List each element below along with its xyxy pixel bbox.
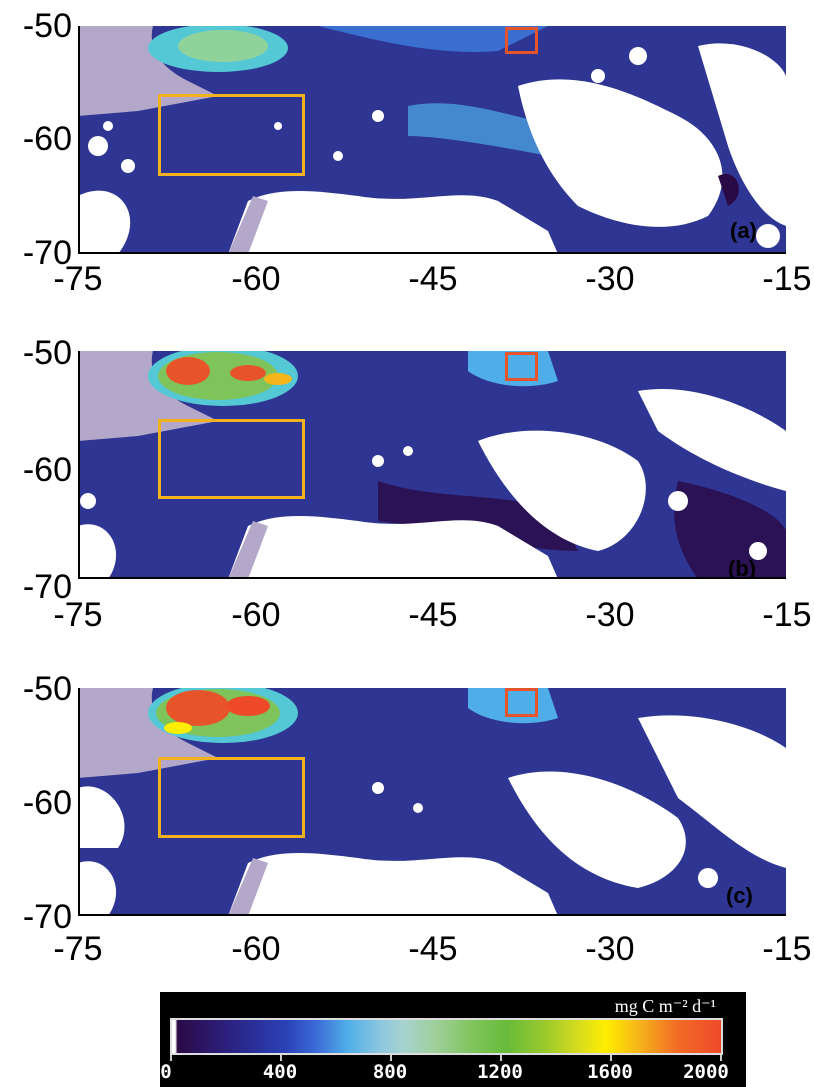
y-tick-label: -60 xyxy=(22,451,72,489)
axis-frame xyxy=(78,688,786,916)
map-panel-c: (c) xyxy=(78,688,786,916)
y-tick-label: -50 xyxy=(22,7,72,45)
colorbar-gradient xyxy=(170,1018,723,1055)
study-region-box-red xyxy=(505,352,538,381)
y-tick-label: -60 xyxy=(22,120,72,158)
x-tick-label: -60 xyxy=(231,260,281,298)
colorbar: mg C m⁻² d⁻¹ 0 400 800 1200 1600 2000 xyxy=(160,992,746,1087)
panel-label: (a) xyxy=(730,218,757,243)
panel-label: (b) xyxy=(728,556,757,579)
y-tick-label: -70 xyxy=(22,568,72,606)
study-region-box-red xyxy=(505,27,538,54)
study-region-box-yellow xyxy=(158,419,305,499)
map-panel-b: (b) xyxy=(78,351,786,579)
productivity-map-a xyxy=(78,26,786,254)
colorbar-tick-label: 1200 xyxy=(477,1061,523,1083)
x-tick-label: -75 xyxy=(53,260,103,298)
x-tick-label: -30 xyxy=(585,260,635,298)
colorbar-tick-label: 0 xyxy=(160,1061,172,1083)
colorbar-tick xyxy=(500,1055,502,1061)
colorbar-tick-label: 400 xyxy=(262,1061,298,1083)
x-tick-label: -60 xyxy=(231,596,281,634)
study-region-box-red xyxy=(505,688,538,717)
colorbar-tick-label: 800 xyxy=(372,1061,408,1083)
x-tick-label: -45 xyxy=(408,930,458,968)
y-tick-label: -60 xyxy=(22,784,72,822)
x-tick-label: -75 xyxy=(53,930,103,968)
colorbar-tick-label: 2000 xyxy=(683,1061,729,1083)
colorbar-tick xyxy=(390,1055,392,1061)
colorbar-tick xyxy=(610,1055,612,1061)
axis-frame xyxy=(78,26,786,254)
colorbar-tick-label: 1600 xyxy=(587,1061,633,1083)
study-region-box-yellow xyxy=(158,757,305,838)
colorbar-unit-label: mg C m⁻² d⁻¹ xyxy=(614,996,716,1016)
colorbar-tick xyxy=(170,1055,172,1061)
x-tick-label: -30 xyxy=(585,930,635,968)
x-tick-label: -30 xyxy=(585,596,635,634)
x-tick-label: -45 xyxy=(408,260,458,298)
y-tick-label: -50 xyxy=(22,334,72,372)
map-panel-a: (a) xyxy=(78,26,786,254)
y-tick-label: -70 xyxy=(22,234,72,272)
productivity-map-c xyxy=(78,688,786,916)
y-tick-label: -50 xyxy=(22,670,72,708)
x-tick-label: -15 xyxy=(762,596,812,634)
x-tick-label: -45 xyxy=(408,596,458,634)
axis-frame xyxy=(78,351,786,579)
x-tick-label: -60 xyxy=(231,930,281,968)
panel-label: (c) xyxy=(726,883,753,908)
colorbar-tick xyxy=(720,1055,722,1061)
y-tick-label: -70 xyxy=(22,898,72,936)
study-region-box-yellow xyxy=(158,94,305,176)
x-tick-label: -15 xyxy=(762,260,812,298)
colorbar-tick xyxy=(280,1055,282,1061)
x-tick-label: -75 xyxy=(53,596,103,634)
x-tick-label: -15 xyxy=(762,930,812,968)
